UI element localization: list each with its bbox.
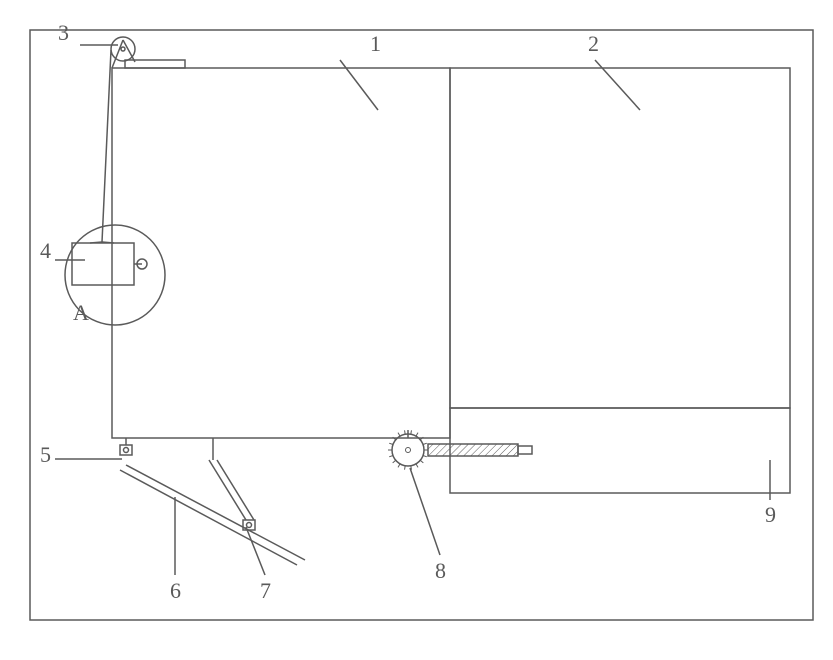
hinge-pin-5 <box>124 448 129 453</box>
label-8-leader <box>410 468 440 555</box>
label-5-label: 5 <box>40 442 51 467</box>
label-6-label: 6 <box>170 578 181 603</box>
label-1-label: 1 <box>370 31 381 56</box>
hinge-5 <box>120 445 132 455</box>
label-A-label: A <box>73 300 89 325</box>
label-9-label: 9 <box>765 502 776 527</box>
shaft-stub <box>518 446 532 454</box>
pulley-axle <box>121 47 125 51</box>
arm-7-right <box>217 460 254 520</box>
pin-7 <box>247 523 252 528</box>
diagram-canvas: 1 2 3 4 A 5 6 7 8 9 <box>0 0 833 660</box>
motor-box-4 <box>72 243 134 285</box>
label-8-label: 8 <box>435 558 446 583</box>
label-3-label: 3 <box>58 20 69 45</box>
arm-6-bottom <box>120 470 297 565</box>
outer-frame <box>30 30 813 620</box>
pulley-bracket-left <box>112 40 123 68</box>
label-4-label: 4 <box>40 238 51 263</box>
body-box-1 <box>112 68 450 438</box>
rope <box>102 50 111 242</box>
body-box-2 <box>450 68 790 408</box>
label-7-label: 7 <box>260 578 271 603</box>
arm-6-top <box>126 465 305 560</box>
label-2-label: 2 <box>588 31 599 56</box>
screw-rod <box>428 444 518 456</box>
arm-7-left <box>209 460 246 520</box>
